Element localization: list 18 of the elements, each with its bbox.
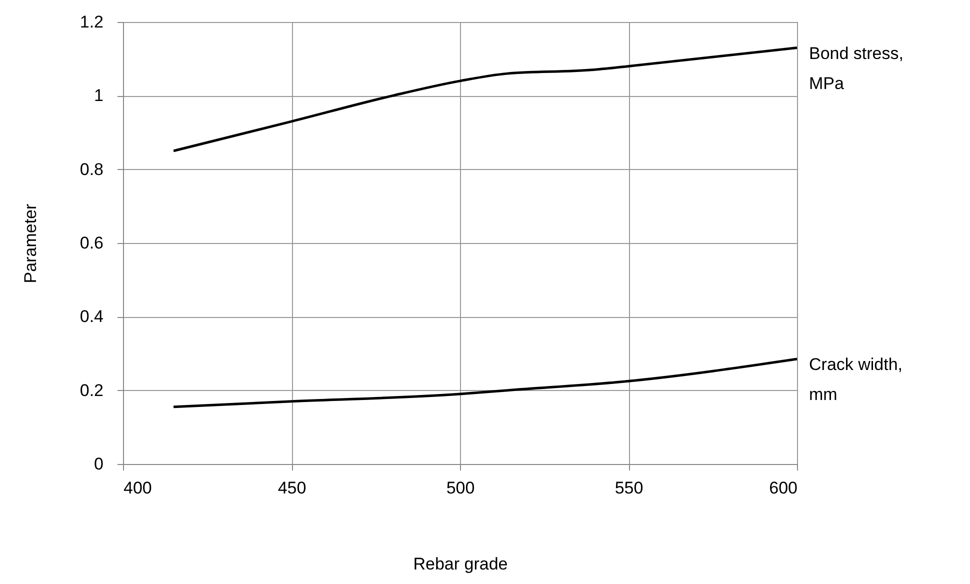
line-series [172, 46, 798, 152]
series-label: Bond stress, MPa [809, 44, 904, 93]
y-tick-label: 1.2 [80, 12, 104, 32]
y-tick-label: 0.8 [80, 160, 104, 179]
x-axis-title: Rebar grade [413, 554, 508, 574]
series-label: Crack width, mm [809, 355, 903, 404]
x-tick-label: 500 [446, 478, 475, 498]
x-tick-label: 600 [769, 478, 798, 498]
y-tick-label: 0.4 [80, 307, 104, 326]
y-tick-label: 0 [94, 454, 104, 474]
line-series [172, 358, 798, 408]
x-tick-label: 550 [614, 478, 644, 498]
x-tick-label: 400 [124, 478, 152, 498]
y-tick-label: 1 [94, 86, 104, 106]
y-tick-label: 0.2 [80, 380, 104, 400]
y-tick-label: 0.6 [80, 234, 104, 252]
y-axis-title: Parameter [20, 203, 40, 284]
x-tick-label: 450 [278, 478, 306, 498]
